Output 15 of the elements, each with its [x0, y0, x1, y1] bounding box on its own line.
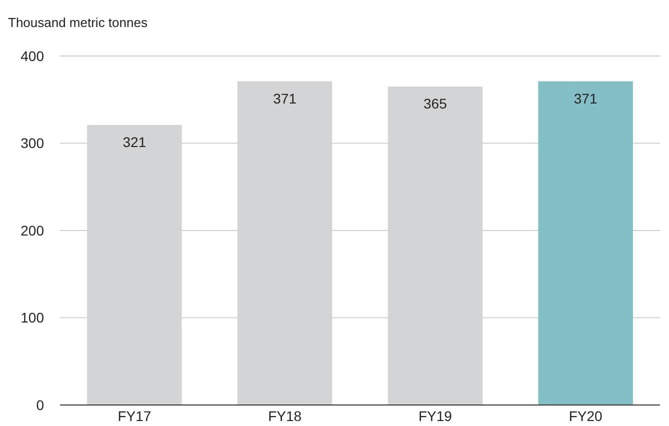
x-tick-label: FY18 — [268, 408, 302, 424]
x-tick-label: FY20 — [568, 408, 603, 424]
y-tick-label: 200 — [20, 222, 44, 238]
data-label: 365 — [424, 96, 448, 112]
data-label: 371 — [273, 90, 297, 106]
y-axis-title: Thousand metric tonnes — [8, 15, 148, 30]
data-label: 321 — [122, 134, 146, 150]
bar — [538, 81, 633, 405]
data-label: 371 — [574, 90, 598, 106]
y-tick-label: 100 — [20, 310, 44, 326]
x-tick-label: FY19 — [418, 408, 452, 424]
y-tick-label: 400 — [20, 48, 44, 64]
y-tick-label: 0 — [36, 396, 44, 413]
x-tick-label: FY17 — [118, 408, 152, 424]
y-tick-label: 300 — [20, 135, 44, 152]
